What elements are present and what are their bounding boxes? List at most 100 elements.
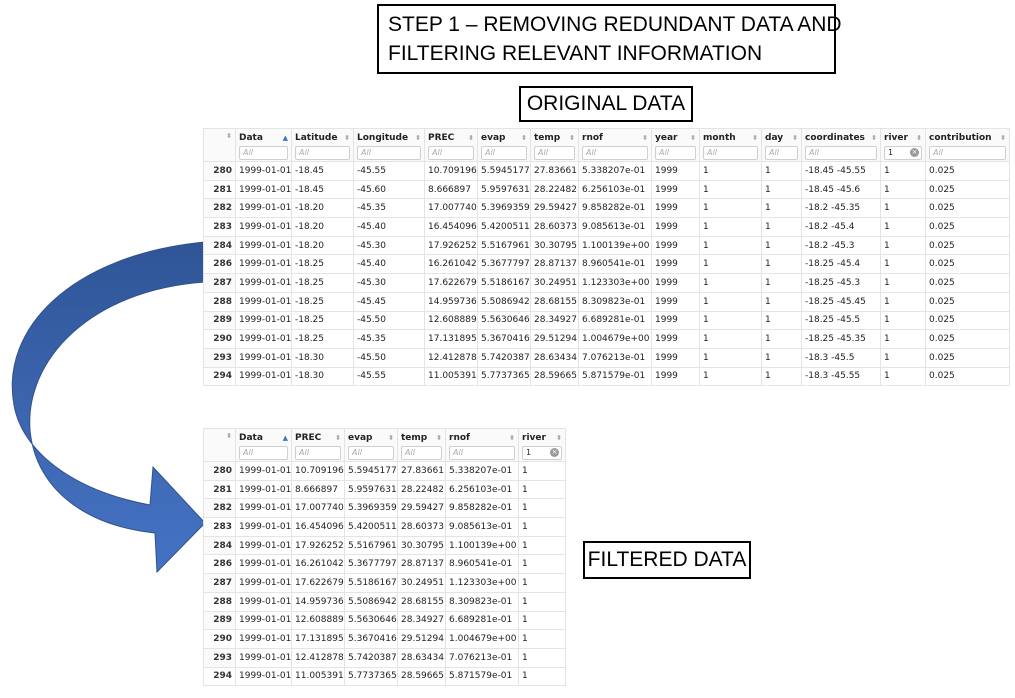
table-row[interactable]: 283 1999-01-01 -18.20 -45.40 16.454096 5.4200… (203, 217, 1010, 237)
table-cell: 1 (880, 179, 926, 200)
column-header-latitude[interactable]: Latitude ⬍ All (291, 128, 354, 162)
column-header-temp[interactable]: temp ⬍ All (397, 428, 446, 462)
sort-icon[interactable]: ⬍ (752, 134, 758, 142)
sort-icon[interactable]: ⬍ (415, 134, 421, 142)
sort-ascending-icon[interactable]: ▲ (282, 134, 288, 142)
table-cell: 1 (699, 273, 762, 293)
table-row[interactable]: 289 1999-01-01 -18.25 -45.50 12.608889 5.5630… (203, 310, 1010, 331)
column-header-evap[interactable]: evap ⬍ All (344, 428, 398, 462)
sort-icon[interactable]: ⬍ (1000, 134, 1006, 142)
column-header-contribution[interactable]: contribution ⬍ All (925, 128, 1010, 162)
column-label: Latitude (295, 133, 338, 143)
column-header-river[interactable]: river ⬍ 1 × (880, 128, 926, 162)
column-filter-contribution[interactable]: All (929, 146, 1006, 160)
table-cell: -45.50 (353, 347, 425, 368)
filter-value: All (659, 148, 669, 157)
sort-icon[interactable]: ⬍ (569, 134, 575, 142)
sort-icon[interactable]: ⬍ (509, 434, 515, 442)
column-filter-temp[interactable]: All (401, 446, 442, 460)
column-header-year[interactable]: year ⬍ All (651, 128, 700, 162)
table-row[interactable]: 289 1999-01-01 12.608889 5.5630646 28.34927 6… (203, 610, 566, 631)
column-filter-month[interactable]: All (703, 146, 758, 160)
sort-icon[interactable]: ⬍ (642, 134, 648, 142)
sort-icon[interactable]: ⬍ (468, 134, 474, 142)
column-header-data[interactable]: Data ▲ All (235, 128, 292, 162)
table-row[interactable]: 283 1999-01-01 16.454096 5.4200511 28.60373 9… (203, 517, 566, 537)
row-number-header[interactable]: ⬍ (203, 428, 236, 462)
sort-icon[interactable]: ⬍ (690, 134, 696, 142)
table-row[interactable]: 281 1999-01-01 8.666897 5.9597631 28.22482 6.… (203, 479, 566, 500)
column-header-coordinates[interactable]: coordinates ⬍ All (801, 128, 881, 162)
table-row[interactable]: 288 1999-01-01 14.959736 5.5086942 28.68155 8… (203, 591, 566, 612)
table-row[interactable]: 287 1999-01-01 -18.25 -45.30 17.622679 5.5186… (203, 273, 1010, 293)
filtered-data-label: FILTERED DATA (583, 541, 751, 579)
sort-icon[interactable]: ⬍ (436, 434, 442, 442)
column-filter-evap[interactable]: All (348, 446, 394, 460)
sort-icon[interactable]: ⬍ (226, 132, 232, 140)
sort-icon[interactable]: ⬍ (344, 134, 350, 142)
table-row[interactable]: 281 1999-01-01 -18.45 -45.60 8.666897 5.95976… (203, 179, 1010, 200)
column-header-longitude[interactable]: Longitude ⬍ All (353, 128, 425, 162)
table-row[interactable]: 290 1999-01-01 -18.25 -45.35 17.131895 5.3670… (203, 329, 1010, 349)
row-number: 286 (203, 254, 236, 275)
sort-icon[interactable]: ⬍ (792, 134, 798, 142)
column-filter-evap[interactable]: All (481, 146, 527, 160)
column-filter-rnof[interactable]: All (582, 146, 648, 160)
table-row[interactable]: 286 1999-01-01 -18.25 -45.40 16.261042 5.3677… (203, 254, 1010, 275)
column-header-day[interactable]: day ⬍ All (761, 128, 802, 162)
column-header-rnof[interactable]: rnof ⬍ All (578, 128, 652, 162)
column-header-river[interactable]: river ⬍ 1 × (518, 428, 566, 462)
column-filter-coordinates[interactable]: All (805, 146, 877, 160)
table-row[interactable]: 287 1999-01-01 17.622679 5.5186167 30.24951 1… (203, 573, 566, 593)
column-filter-longitude[interactable]: All (357, 146, 421, 160)
sort-ascending-icon[interactable]: ▲ (282, 434, 288, 442)
table-row[interactable]: 294 1999-01-01 -18.30 -45.55 11.005391 5.7737… (203, 366, 1010, 387)
column-filter-rnof[interactable]: All (449, 446, 515, 460)
table-cell: 16.454096 (291, 517, 345, 537)
table-row[interactable]: 282 1999-01-01 -18.20 -45.35 17.007740 5.3969… (203, 198, 1010, 219)
column-filter-data[interactable]: All (239, 446, 288, 460)
column-filter-latitude[interactable]: All (295, 146, 350, 160)
table-row[interactable]: 286 1999-01-01 16.261042 5.3677797 28.87137 8… (203, 554, 566, 575)
table-row[interactable]: 284 1999-01-01 -18.20 -45.30 17.926252 5.5167… (203, 235, 1010, 256)
clear-filter-icon[interactable]: × (910, 148, 919, 157)
column-filter-data[interactable]: All (239, 146, 288, 160)
table-row[interactable]: 284 1999-01-01 17.926252 5.5167961 30.30795 1… (203, 535, 566, 556)
table-row[interactable]: 282 1999-01-01 17.007740 5.3969359 29.59427 9… (203, 498, 566, 519)
column-header-month[interactable]: month ⬍ All (699, 128, 762, 162)
column-header-prec[interactable]: PREC ⬍ All (291, 428, 345, 462)
sort-icon[interactable]: ⬍ (388, 434, 394, 442)
column-filter-prec[interactable]: All (428, 146, 474, 160)
table-cell: 17.007740 (424, 198, 478, 219)
column-filter-river[interactable]: 1 × (884, 146, 922, 160)
sort-icon[interactable]: ⬍ (335, 434, 341, 442)
sort-icon[interactable]: ⬍ (916, 134, 922, 142)
column-header-evap[interactable]: evap ⬍ All (477, 128, 531, 162)
column-label: day (765, 133, 784, 143)
column-filter-temp[interactable]: All (534, 146, 575, 160)
table-row[interactable]: 288 1999-01-01 -18.25 -45.45 14.959736 5.5086… (203, 291, 1010, 312)
column-filter-river[interactable]: 1 × (522, 446, 562, 460)
column-header-data[interactable]: Data ▲ All (235, 428, 292, 462)
table-row[interactable]: 290 1999-01-01 17.131895 5.3670416 29.51294 1… (203, 629, 566, 649)
column-filter-day[interactable]: All (765, 146, 798, 160)
column-header-temp[interactable]: temp ⬍ All (530, 128, 579, 162)
column-filter-prec[interactable]: All (295, 446, 341, 460)
column-header-prec[interactable]: PREC ⬍ All (424, 128, 478, 162)
column-header-row: Data ▲ (239, 132, 288, 144)
clear-filter-icon[interactable]: × (550, 448, 559, 457)
column-filter-year[interactable]: All (655, 146, 696, 160)
sort-icon[interactable]: ⬍ (556, 434, 562, 442)
sort-icon[interactable]: ⬍ (871, 134, 877, 142)
table-cell: 30.24951 (530, 273, 579, 293)
table-row[interactable]: 294 1999-01-01 11.005391 5.7737365 28.59665 5… (203, 666, 566, 687)
table-row[interactable]: 293 1999-01-01 -18.30 -45.50 12.412878 5.7420… (203, 347, 1010, 368)
column-header-rnof[interactable]: rnof ⬍ All (445, 428, 519, 462)
sort-icon[interactable]: ⬍ (226, 432, 232, 440)
table-cell: 1 (880, 310, 926, 331)
sort-icon[interactable]: ⬍ (521, 134, 527, 142)
table-row[interactable]: 280 1999-01-01 10.709196 5.5945177 27.83661 5… (203, 461, 566, 481)
table-row[interactable]: 293 1999-01-01 12.412878 5.7420387 28.63434 7… (203, 647, 566, 668)
table-row[interactable]: 280 1999-01-01 -18.45 -45.55 10.709196 5.5945… (203, 161, 1010, 181)
row-number-header[interactable]: ⬍ (203, 128, 236, 162)
